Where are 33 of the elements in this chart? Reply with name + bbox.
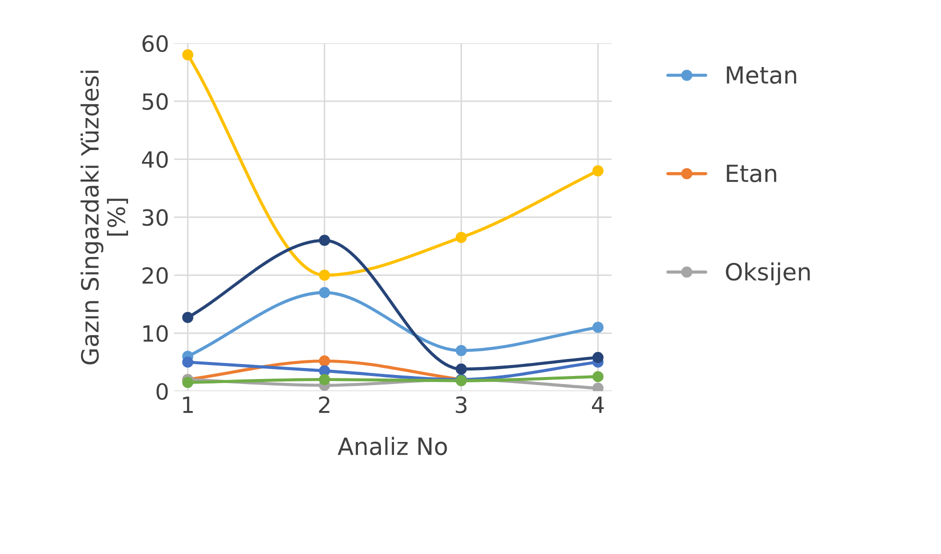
x-tick-label: 4 [592,396,604,413]
y-tick-label: 30 [142,209,168,226]
point [456,344,467,356]
point [182,376,194,388]
legend-label: Metan [726,66,796,84]
y-tick-label: 50 [142,93,168,110]
point [456,232,467,244]
legend-label: Etan [726,164,776,182]
x-tick-label: 3 [456,396,467,414]
x-tick-label: 2 [319,396,330,413]
point [182,312,194,324]
point [318,286,330,298]
point [592,165,604,176]
point [318,355,330,367]
x-axis-title: Analiz No [338,436,447,456]
legend-label: Oksijen [726,262,810,286]
point [182,49,194,60]
y-tick-label: 10 [143,325,168,342]
y-tick-label: 60 [142,35,168,52]
y-tick-label: 40 [142,151,168,168]
point [456,364,467,375]
point [318,374,330,386]
y-tick-label: 20 [142,267,168,284]
point [592,371,604,382]
point [182,356,194,368]
x-tick-label: 1 [183,396,193,413]
point [318,234,330,246]
point [592,382,604,392]
y-tick-label: 0 [156,383,168,400]
y-axis-title: Gazın Singazdaki Yüzdesi [%] [80,70,128,364]
point [592,322,604,333]
point [318,270,330,281]
point [592,352,604,364]
